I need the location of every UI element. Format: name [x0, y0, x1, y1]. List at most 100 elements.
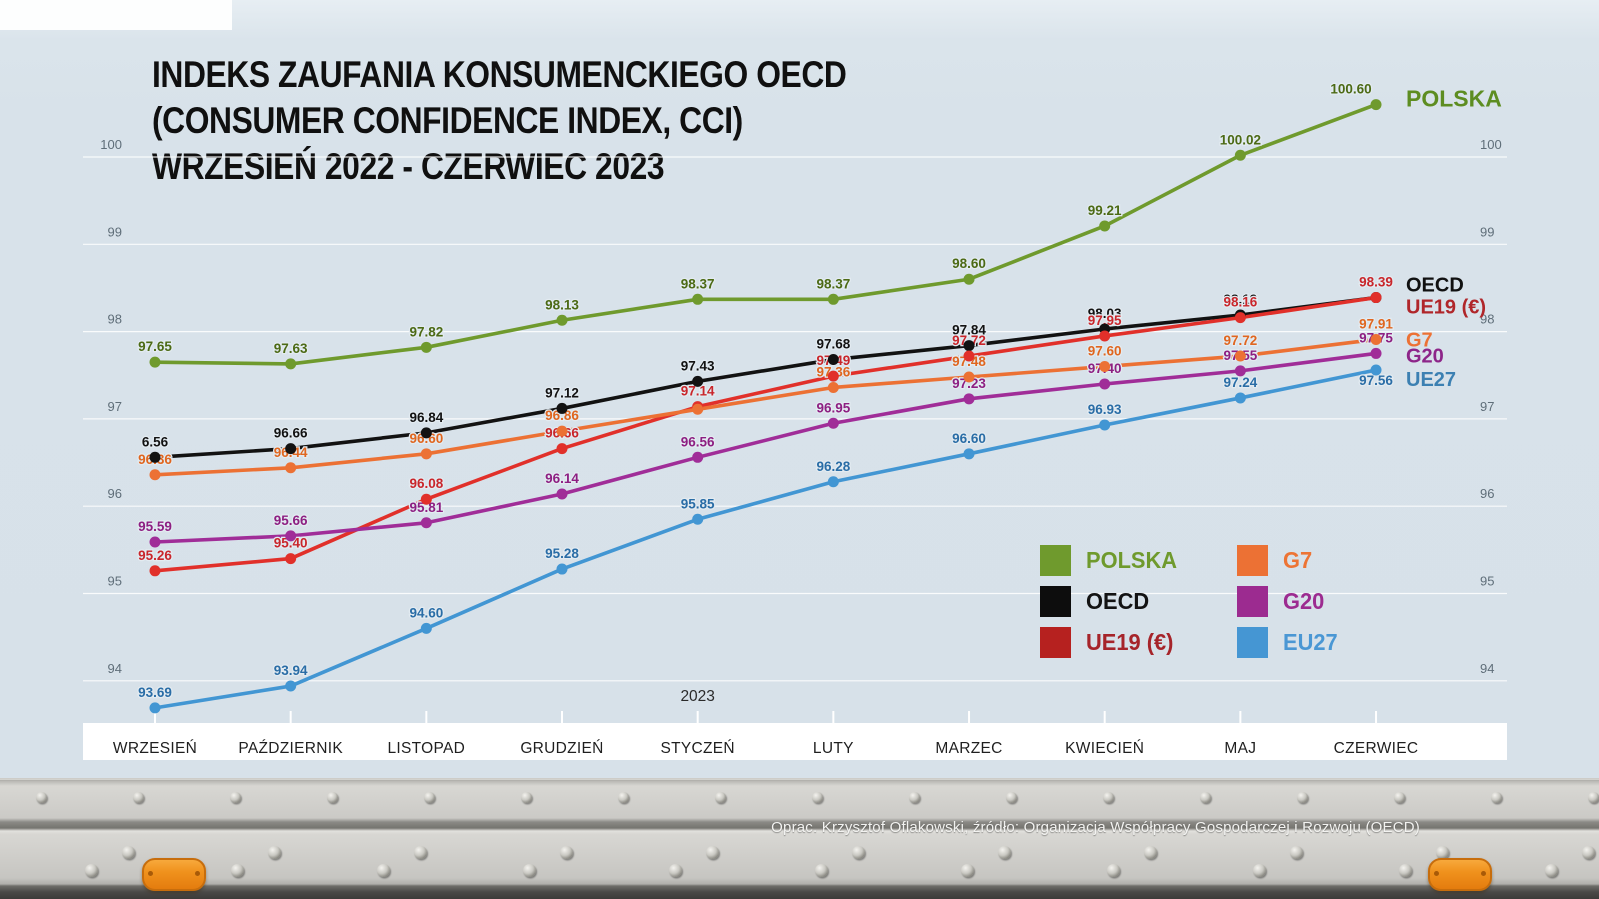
legend-swatch — [1040, 627, 1071, 658]
month-label: LISTOPAD — [388, 740, 466, 757]
month-label: WRZESIEŃ — [113, 740, 197, 757]
data-point-G7 — [285, 462, 297, 474]
value-label-OECD: 97.12 — [545, 385, 579, 400]
value-label-UE19 (€): 95.26 — [138, 548, 172, 563]
data-point-EU27 — [149, 702, 161, 714]
legend-item-UE19 (€): UE19 (€) — [1040, 622, 1237, 663]
data-point-G20 — [1370, 347, 1382, 359]
series-end-label-UE19 (€): UE19 (€) — [1406, 297, 1486, 319]
month-label: MARZEC — [935, 740, 1002, 757]
data-point-EU27 — [827, 476, 839, 488]
value-label-G20: 96.14 — [545, 471, 579, 486]
legend-label: POLSKA — [1086, 547, 1178, 573]
credit-line: Oprac. Krzysztof Oflakowski, źródło: Org… — [771, 819, 1420, 836]
legend-swatch — [1237, 586, 1268, 617]
data-point-G7 — [827, 381, 839, 393]
value-label-EU27: 97.24 — [1223, 375, 1257, 390]
legend-item-G20: G20 — [1237, 581, 1341, 622]
rivet — [815, 863, 828, 877]
data-point-EU27 — [556, 563, 568, 575]
orange-reflector-left — [142, 858, 206, 891]
value-label-UE19 (€): 95.40 — [274, 536, 308, 551]
value-label-EU27: 96.28 — [816, 459, 850, 474]
data-point-UE19 (€) — [420, 493, 432, 505]
rivet — [36, 791, 47, 803]
series-line-EU27 — [153, 368, 1378, 710]
data-point-UE19 (€) — [827, 370, 839, 382]
data-point-POLSKA — [285, 358, 297, 370]
value-label-EU27: 97.56 — [1359, 373, 1393, 388]
value-label-EU27: 95.85 — [681, 496, 715, 511]
value-label-POLSKA: 98.37 — [681, 276, 715, 291]
data-point-EU27 — [1099, 419, 1111, 431]
data-point-EU27 — [420, 622, 432, 634]
rivet — [1107, 863, 1120, 877]
rivet — [669, 863, 682, 877]
rivet — [1582, 845, 1595, 859]
rivet — [1399, 863, 1412, 877]
value-label-POLSKA: 98.13 — [545, 297, 579, 312]
rivet — [85, 863, 98, 877]
data-point-EU27 — [1234, 392, 1246, 404]
legend-label: EU27 — [1283, 629, 1338, 655]
value-label-EU27: 96.93 — [1088, 402, 1122, 417]
rivet — [230, 791, 241, 803]
rivet — [618, 791, 629, 803]
y-axis-label-left: 94 — [108, 661, 122, 676]
rivet — [1297, 791, 1308, 803]
data-point-G7 — [420, 448, 432, 460]
data-point-OECD — [963, 340, 975, 352]
rivet — [1006, 791, 1017, 803]
data-point-OECD — [556, 402, 568, 414]
y-axis-label-left: 97 — [108, 399, 122, 414]
value-label-POLSKA: 100.02 — [1220, 132, 1261, 147]
value-label-OECD: 98.03 — [1088, 306, 1122, 321]
data-point-G20 — [420, 517, 432, 529]
data-point-G7 — [963, 371, 975, 383]
rivet — [327, 791, 338, 803]
value-label-EU27: 95.28 — [545, 546, 579, 561]
y-axis-label-right: 100 — [1480, 137, 1502, 152]
data-point-G20 — [692, 451, 704, 463]
data-point-EU27 — [692, 513, 704, 525]
rivet — [1200, 791, 1211, 803]
data-point-UE19 (€) — [556, 443, 568, 455]
legend-item-G7: G7 — [1237, 540, 1341, 581]
y-axis-label-left: 99 — [108, 224, 122, 239]
value-label-UE19 (€): 96.08 — [409, 476, 443, 491]
legend-item-EU27: EU27 — [1237, 622, 1341, 663]
data-point-G7 — [1370, 333, 1382, 345]
value-label-G20: 95.59 — [138, 519, 172, 534]
title-line-2: (CONSUMER CONFIDENCE INDEX, CCI) — [152, 100, 743, 141]
metal-highlight — [0, 778, 1599, 780]
month-label: KWIECIEŃ — [1065, 740, 1144, 757]
legend-item-POLSKA: POLSKA — [1040, 540, 1237, 581]
rivet — [133, 791, 144, 803]
data-point-G7 — [149, 469, 161, 481]
series-end-label-POLSKA: POLSKA — [1406, 86, 1502, 112]
y-axis-label-left: 100 — [100, 137, 122, 152]
rivet — [1491, 791, 1502, 803]
rivet — [998, 845, 1011, 859]
value-label-G20: 97.23 — [952, 376, 986, 391]
legend-label: G20 — [1283, 588, 1325, 614]
rivet — [715, 791, 726, 803]
trailer-photo-strip: Oprac. Krzysztof Oflakowski, źródło: Org… — [0, 778, 1599, 899]
top-left-white-block — [0, 0, 232, 30]
data-point-OECD — [827, 354, 839, 366]
data-point-G20 — [963, 393, 975, 405]
rivet — [1103, 791, 1114, 803]
data-point-POLSKA — [692, 293, 704, 305]
value-label-UE19 (€): 98.39 — [1359, 275, 1393, 290]
value-label-OECD: 96.84 — [409, 410, 443, 425]
orange-reflector-right — [1428, 858, 1492, 891]
value-label-G20: 95.66 — [274, 513, 308, 528]
data-point-POLSKA — [1099, 220, 1111, 232]
rivet — [560, 845, 573, 859]
rivet — [1144, 845, 1157, 859]
value-label-G7: 97.72 — [1223, 333, 1257, 348]
value-label-G20: 96.56 — [681, 434, 715, 449]
data-point-POLSKA — [556, 314, 568, 326]
month-label: PAŹDZIERNIK — [238, 740, 343, 757]
data-point-UE19 (€) — [963, 350, 975, 362]
